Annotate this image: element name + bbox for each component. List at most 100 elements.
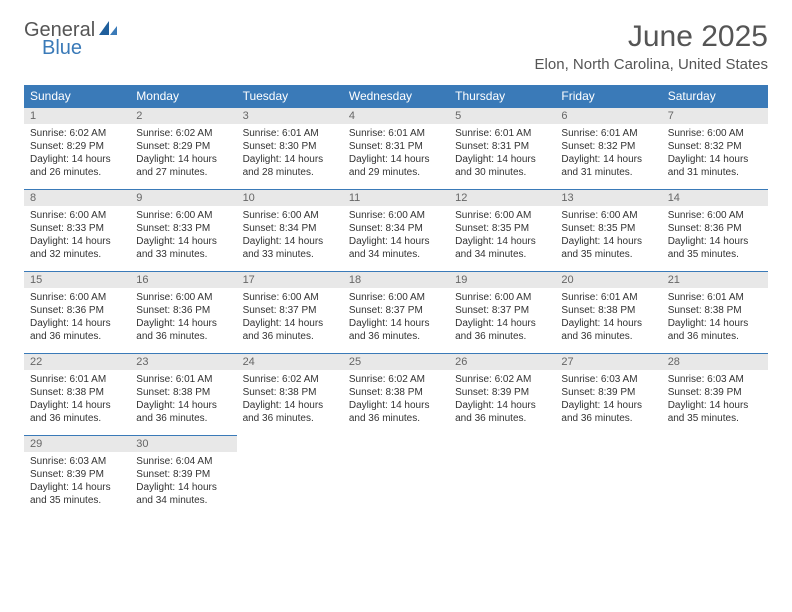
day-details: Sunrise: 6:01 AMSunset: 8:38 PMDaylight:… [130,370,236,429]
daylight-text: Daylight: 14 hours and 35 minutes. [561,235,655,261]
day-details: Sunrise: 6:03 AMSunset: 8:39 PMDaylight:… [24,452,130,511]
daylight-text: Daylight: 14 hours and 36 minutes. [455,317,549,343]
daylight-text: Daylight: 14 hours and 34 minutes. [455,235,549,261]
day-number: 28 [662,354,768,370]
sunrise-text: Sunrise: 6:00 AM [136,291,230,304]
calendar-day-cell: 22 Sunrise: 6:01 AMSunset: 8:38 PMDayligh… [24,354,130,436]
day-number: 16 [130,272,236,288]
day-number: 20 [555,272,661,288]
daylight-text: Daylight: 14 hours and 36 minutes. [561,317,655,343]
calendar-day-cell: 4Sunrise: 6:01 AMSunset: 8:31 PMDaylight… [343,108,449,190]
title-block: June 2025 Elon, North Carolina, United S… [535,20,768,73]
day-details: Sunrise: 6:01 AMSunset: 8:38 PMDaylight:… [555,288,661,347]
calendar-day-cell: 19Sunrise: 6:00 AMSunset: 8:37 PMDayligh… [449,272,555,354]
sunset-text: Sunset: 8:37 PM [349,304,443,317]
day-details: Sunrise: 6:00 AMSunset: 8:32 PMDaylight:… [662,124,768,183]
sunrise-text: Sunrise: 6:02 AM [136,127,230,140]
month-title: June 2025 [535,20,768,54]
day-number: 13 [555,190,661,206]
day-number: 18 [343,272,449,288]
day-number: 22 [24,354,130,370]
sunset-text: Sunset: 8:39 PM [136,468,230,481]
sunrise-text: Sunrise: 6:02 AM [349,373,443,386]
calendar-week-row: 8Sunrise: 6:00 AMSunset: 8:33 PMDaylight… [24,190,768,272]
brand-logo: General Blue [24,20,118,58]
calendar-day-cell: 29Sunrise: 6:03 AMSunset: 8:39 PMDayligh… [24,436,130,518]
day-details: Sunrise: 6:00 AMSunset: 8:33 PMDaylight:… [24,206,130,265]
calendar-week-row: 1Sunrise: 6:02 AMSunset: 8:29 PMDaylight… [24,108,768,190]
calendar-week-row: 29Sunrise: 6:03 AMSunset: 8:39 PMDayligh… [24,436,768,518]
daylight-text: Daylight: 14 hours and 31 minutes. [668,153,762,179]
sunrise-text: Sunrise: 6:01 AM [136,373,230,386]
daylight-text: Daylight: 14 hours and 36 minutes. [243,399,337,425]
sunset-text: Sunset: 8:34 PM [349,222,443,235]
calendar-day-cell: 11Sunrise: 6:00 AMSunset: 8:34 PMDayligh… [343,190,449,272]
sunrise-text: Sunrise: 6:00 AM [455,291,549,304]
sunrise-text: Sunrise: 6:01 AM [561,291,655,304]
sunrise-text: Sunrise: 6:00 AM [668,127,762,140]
calendar-day-cell [555,436,661,518]
calendar-day-cell: 25Sunrise: 6:02 AMSunset: 8:38 PMDayligh… [343,354,449,436]
sunset-text: Sunset: 8:38 PM [668,304,762,317]
day-number: 14 [662,190,768,206]
sunset-text: Sunset: 8:35 PM [455,222,549,235]
sunrise-text: Sunrise: 6:03 AM [30,455,124,468]
day-details: Sunrise: 6:01 AMSunset: 8:32 PMDaylight:… [555,124,661,183]
day-details: Sunrise: 6:00 AMSunset: 8:36 PMDaylight:… [130,288,236,347]
calendar-day-cell: 7Sunrise: 6:00 AMSunset: 8:32 PMDaylight… [662,108,768,190]
daylight-text: Daylight: 14 hours and 35 minutes. [668,235,762,261]
sunrise-text: Sunrise: 6:04 AM [136,455,230,468]
sunrise-text: Sunrise: 6:01 AM [349,127,443,140]
calendar-day-cell: 9Sunrise: 6:00 AMSunset: 8:33 PMDaylight… [130,190,236,272]
calendar-header-row: Sunday Monday Tuesday Wednesday Thursday… [24,85,768,108]
sunrise-text: Sunrise: 6:01 AM [455,127,549,140]
day-number: 5 [449,108,555,124]
day-details: Sunrise: 6:02 AMSunset: 8:38 PMDaylight:… [237,370,343,429]
daylight-text: Daylight: 14 hours and 27 minutes. [136,153,230,179]
weekday-header: Sunday [24,85,130,108]
daylight-text: Daylight: 14 hours and 34 minutes. [136,481,230,507]
daylight-text: Daylight: 14 hours and 36 minutes. [455,399,549,425]
day-number: 26 [449,354,555,370]
sunset-text: Sunset: 8:39 PM [455,386,549,399]
day-number: 23 [130,354,236,370]
calendar-day-cell [237,436,343,518]
day-details: Sunrise: 6:01 AMSunset: 8:30 PMDaylight:… [237,124,343,183]
daylight-text: Daylight: 14 hours and 31 minutes. [561,153,655,179]
calendar-day-cell: 21Sunrise: 6:01 AMSunset: 8:38 PMDayligh… [662,272,768,354]
sunset-text: Sunset: 8:38 PM [30,386,124,399]
daylight-text: Daylight: 14 hours and 36 minutes. [30,399,124,425]
sunrise-text: Sunrise: 6:01 AM [561,127,655,140]
day-details: Sunrise: 6:00 AMSunset: 8:37 PMDaylight:… [449,288,555,347]
sunrise-text: Sunrise: 6:03 AM [668,373,762,386]
calendar-day-cell [449,436,555,518]
calendar-day-cell: 28Sunrise: 6:03 AMSunset: 8:39 PMDayligh… [662,354,768,436]
sunset-text: Sunset: 8:30 PM [243,140,337,153]
sunset-text: Sunset: 8:35 PM [561,222,655,235]
calendar-table: Sunday Monday Tuesday Wednesday Thursday… [24,85,768,518]
calendar-day-cell: 16Sunrise: 6:00 AMSunset: 8:36 PMDayligh… [130,272,236,354]
sunrise-text: Sunrise: 6:01 AM [30,373,124,386]
day-details: Sunrise: 6:03 AMSunset: 8:39 PMDaylight:… [662,370,768,429]
calendar-day-cell [343,436,449,518]
day-number: 12 [449,190,555,206]
day-number: 15 [24,272,130,288]
day-number: 2 [130,108,236,124]
day-number: 25 [343,354,449,370]
calendar-day-cell: 14Sunrise: 6:00 AMSunset: 8:36 PMDayligh… [662,190,768,272]
day-details: Sunrise: 6:01 AMSunset: 8:31 PMDaylight:… [449,124,555,183]
sunrise-text: Sunrise: 6:02 AM [455,373,549,386]
daylight-text: Daylight: 14 hours and 33 minutes. [136,235,230,261]
calendar-day-cell: 13Sunrise: 6:00 AMSunset: 8:35 PMDayligh… [555,190,661,272]
sunset-text: Sunset: 8:31 PM [455,140,549,153]
sunset-text: Sunset: 8:38 PM [349,386,443,399]
day-number: 4 [343,108,449,124]
day-details: Sunrise: 6:02 AMSunset: 8:38 PMDaylight:… [343,370,449,429]
day-number: 7 [662,108,768,124]
sunset-text: Sunset: 8:29 PM [136,140,230,153]
location-text: Elon, North Carolina, United States [535,56,768,73]
daylight-text: Daylight: 14 hours and 30 minutes. [455,153,549,179]
sunset-text: Sunset: 8:32 PM [561,140,655,153]
sunset-text: Sunset: 8:34 PM [243,222,337,235]
sunset-text: Sunset: 8:39 PM [561,386,655,399]
